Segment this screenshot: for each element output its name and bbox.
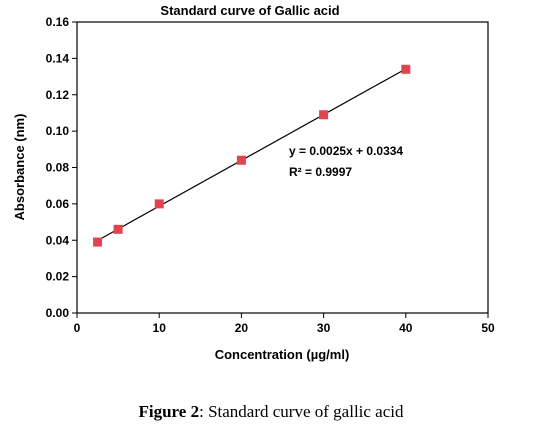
caption: Figure 2: Standard curve of gallic acid: [139, 402, 404, 421]
y-tick-label: 0.16: [46, 15, 70, 29]
data-point: [401, 64, 411, 74]
fit-line: [97, 68, 407, 241]
y-tick-label: 0.12: [46, 88, 70, 102]
y-tick-label: 0.14: [46, 51, 70, 65]
x-axis-label: Concentration (µg/ml): [215, 347, 350, 362]
y-tick-label: 0.00: [46, 306, 70, 320]
y-tick-label: 0.06: [46, 197, 70, 211]
data-point: [154, 199, 164, 209]
data-point: [319, 110, 329, 120]
plot-frame: [76, 21, 489, 314]
x-tick-label: 30: [317, 321, 331, 335]
x-tick-label: 40: [399, 321, 413, 335]
data-point: [113, 224, 123, 234]
caption-label: Figure 2: [139, 402, 200, 421]
y-tick-label: 0.02: [46, 270, 70, 284]
chart-title: Standard curve of Gallic acid: [160, 3, 339, 18]
y-axis-label: Absorbance (nm): [12, 114, 27, 221]
x-tick-label: 0: [74, 321, 81, 335]
caption-text: : Standard curve of gallic acid: [199, 402, 404, 421]
x-tick-label: 50: [481, 321, 495, 335]
annotation: R² = 0.9997: [289, 165, 352, 179]
annotation: y = 0.0025x + 0.0334: [289, 144, 403, 158]
y-tick-label: 0.08: [46, 161, 70, 175]
y-tick-label: 0.10: [46, 124, 70, 138]
y-tick-label: 0.04: [46, 233, 70, 247]
data-point: [236, 155, 246, 165]
x-tick-label: 20: [235, 321, 249, 335]
data-point: [93, 237, 103, 247]
x-tick-label: 10: [153, 321, 167, 335]
